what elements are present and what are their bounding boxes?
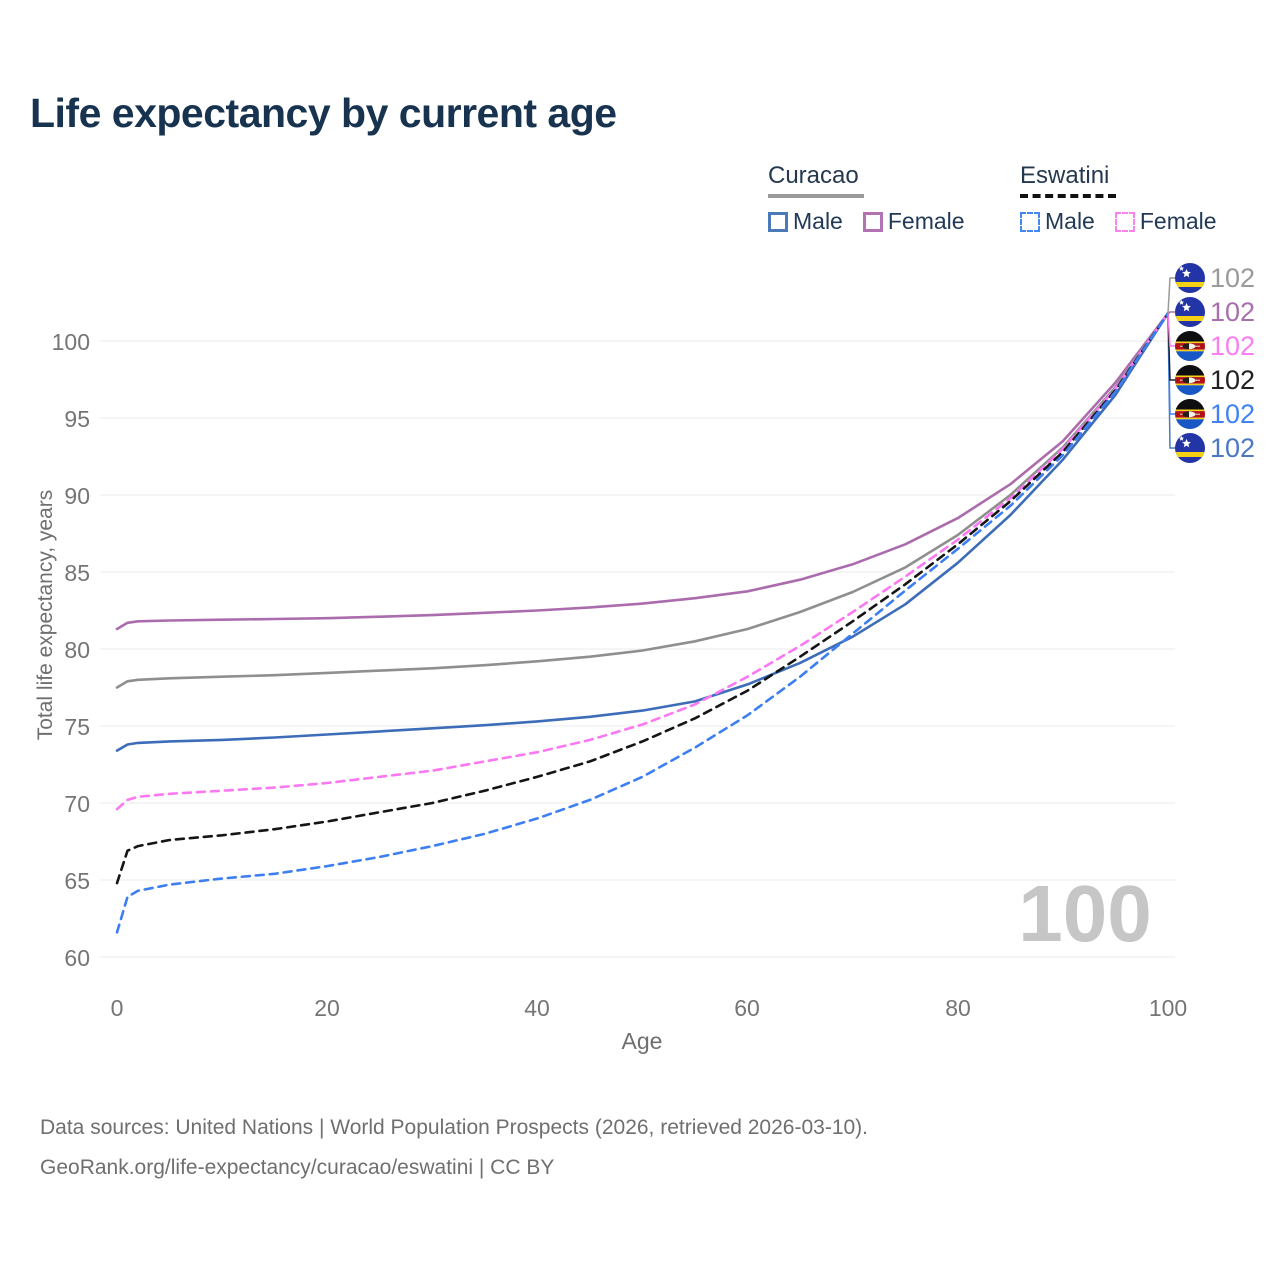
end-value-label: 102 xyxy=(1210,331,1256,361)
y-tick-label: 85 xyxy=(64,560,90,586)
legend-item-eswatini-female[interactable]: Female xyxy=(1114,208,1217,235)
y-tick-label: 95 xyxy=(64,406,90,432)
legend-country-curacao[interactable]: Curacao xyxy=(768,162,864,198)
age-counter-watermark: 100 xyxy=(1018,869,1152,958)
y-tick-label: 70 xyxy=(64,791,90,817)
curacao-flag-icon xyxy=(1175,297,1205,327)
legend-items-curacao: Male Female xyxy=(768,208,965,235)
legend-item-eswatini-male[interactable]: Male xyxy=(1020,208,1095,235)
end-value-label: 102 xyxy=(1210,365,1256,395)
footer: Data sources: United Nations | World Pop… xyxy=(40,1108,868,1188)
legend-label: Female xyxy=(887,208,965,234)
legend-item-curacao-male[interactable]: Male xyxy=(768,208,843,235)
legend-label: Male xyxy=(793,208,843,234)
leader-line-eswatini-male xyxy=(1167,313,1176,415)
y-tick-label: 90 xyxy=(64,483,90,509)
x-tick-label: 80 xyxy=(945,995,971,1021)
legend-label: Male xyxy=(1045,208,1095,234)
series-line-curacao-total xyxy=(115,311,1170,689)
eswatini-flag-icon xyxy=(1175,399,1205,429)
x-tick-label: 20 xyxy=(314,995,340,1021)
leader-line-eswatini-female xyxy=(1167,313,1176,347)
leader-line-curacao-total xyxy=(1167,277,1176,314)
y-tick-label: 65 xyxy=(64,868,90,894)
y-tick-label: 100 xyxy=(51,329,90,355)
end-value-label: 102 xyxy=(1210,399,1256,429)
eswatini-female-swatch-icon xyxy=(1114,211,1135,232)
end-value-label: 102 xyxy=(1210,433,1256,463)
x-axis-title: Age xyxy=(621,1028,663,1054)
y-tick-label: 60 xyxy=(64,945,90,971)
curacao-flag-icon xyxy=(1175,433,1205,463)
page-title: Life expectancy by current age xyxy=(30,90,617,136)
end-value-label: 102 xyxy=(1210,263,1256,293)
curacao-female-swatch-icon xyxy=(862,211,883,232)
series-line-curacao-female xyxy=(115,311,1170,631)
series-line-curacao-male xyxy=(115,311,1170,752)
end-value-label: 102 xyxy=(1210,297,1256,327)
series-line-eswatini-male xyxy=(115,311,1170,934)
attribution-line: GeoRank.org/life-expectancy/curacao/eswa… xyxy=(40,1156,555,1179)
eswatini-male-swatch-icon xyxy=(1020,211,1040,232)
data-sources-line: Data sources: United Nations | World Pop… xyxy=(40,1116,869,1139)
legend-item-curacao-female[interactable]: Female xyxy=(862,208,965,235)
y-axis-title: Total life expectancy, years xyxy=(34,489,57,741)
leader-line-curacao-female xyxy=(1167,311,1176,314)
leader-line-curacao-male xyxy=(1167,313,1176,449)
x-tick-label: 40 xyxy=(524,995,550,1021)
series-line-eswatini-female xyxy=(115,311,1170,811)
legend-items-eswatini: Male Female xyxy=(1020,208,1217,235)
legend-country-eswatini[interactable]: Eswatini xyxy=(1020,162,1116,198)
series-line-eswatini-total xyxy=(115,311,1170,885)
legend-label: Female xyxy=(1139,208,1217,234)
eswatini-flag-icon xyxy=(1175,365,1205,395)
x-tick-label: 100 xyxy=(1148,995,1188,1021)
legend-group-eswatini: Eswatini Male Female xyxy=(1020,162,1217,235)
y-tick-label: 80 xyxy=(64,637,90,663)
legend-group-curacao: Curacao Male Female xyxy=(768,162,965,235)
eswatini-flag-icon xyxy=(1175,331,1205,361)
curacao-flag-icon xyxy=(1175,263,1205,293)
y-tick-label: 75 xyxy=(64,714,90,740)
x-tick-label: 60 xyxy=(734,995,760,1021)
leader-line-eswatini-total xyxy=(1167,313,1176,381)
curacao-male-swatch-icon xyxy=(768,211,788,232)
x-tick-label: 0 xyxy=(110,995,124,1021)
